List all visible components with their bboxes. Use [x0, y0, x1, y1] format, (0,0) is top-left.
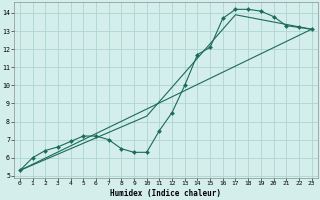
X-axis label: Humidex (Indice chaleur): Humidex (Indice chaleur) — [110, 189, 221, 198]
